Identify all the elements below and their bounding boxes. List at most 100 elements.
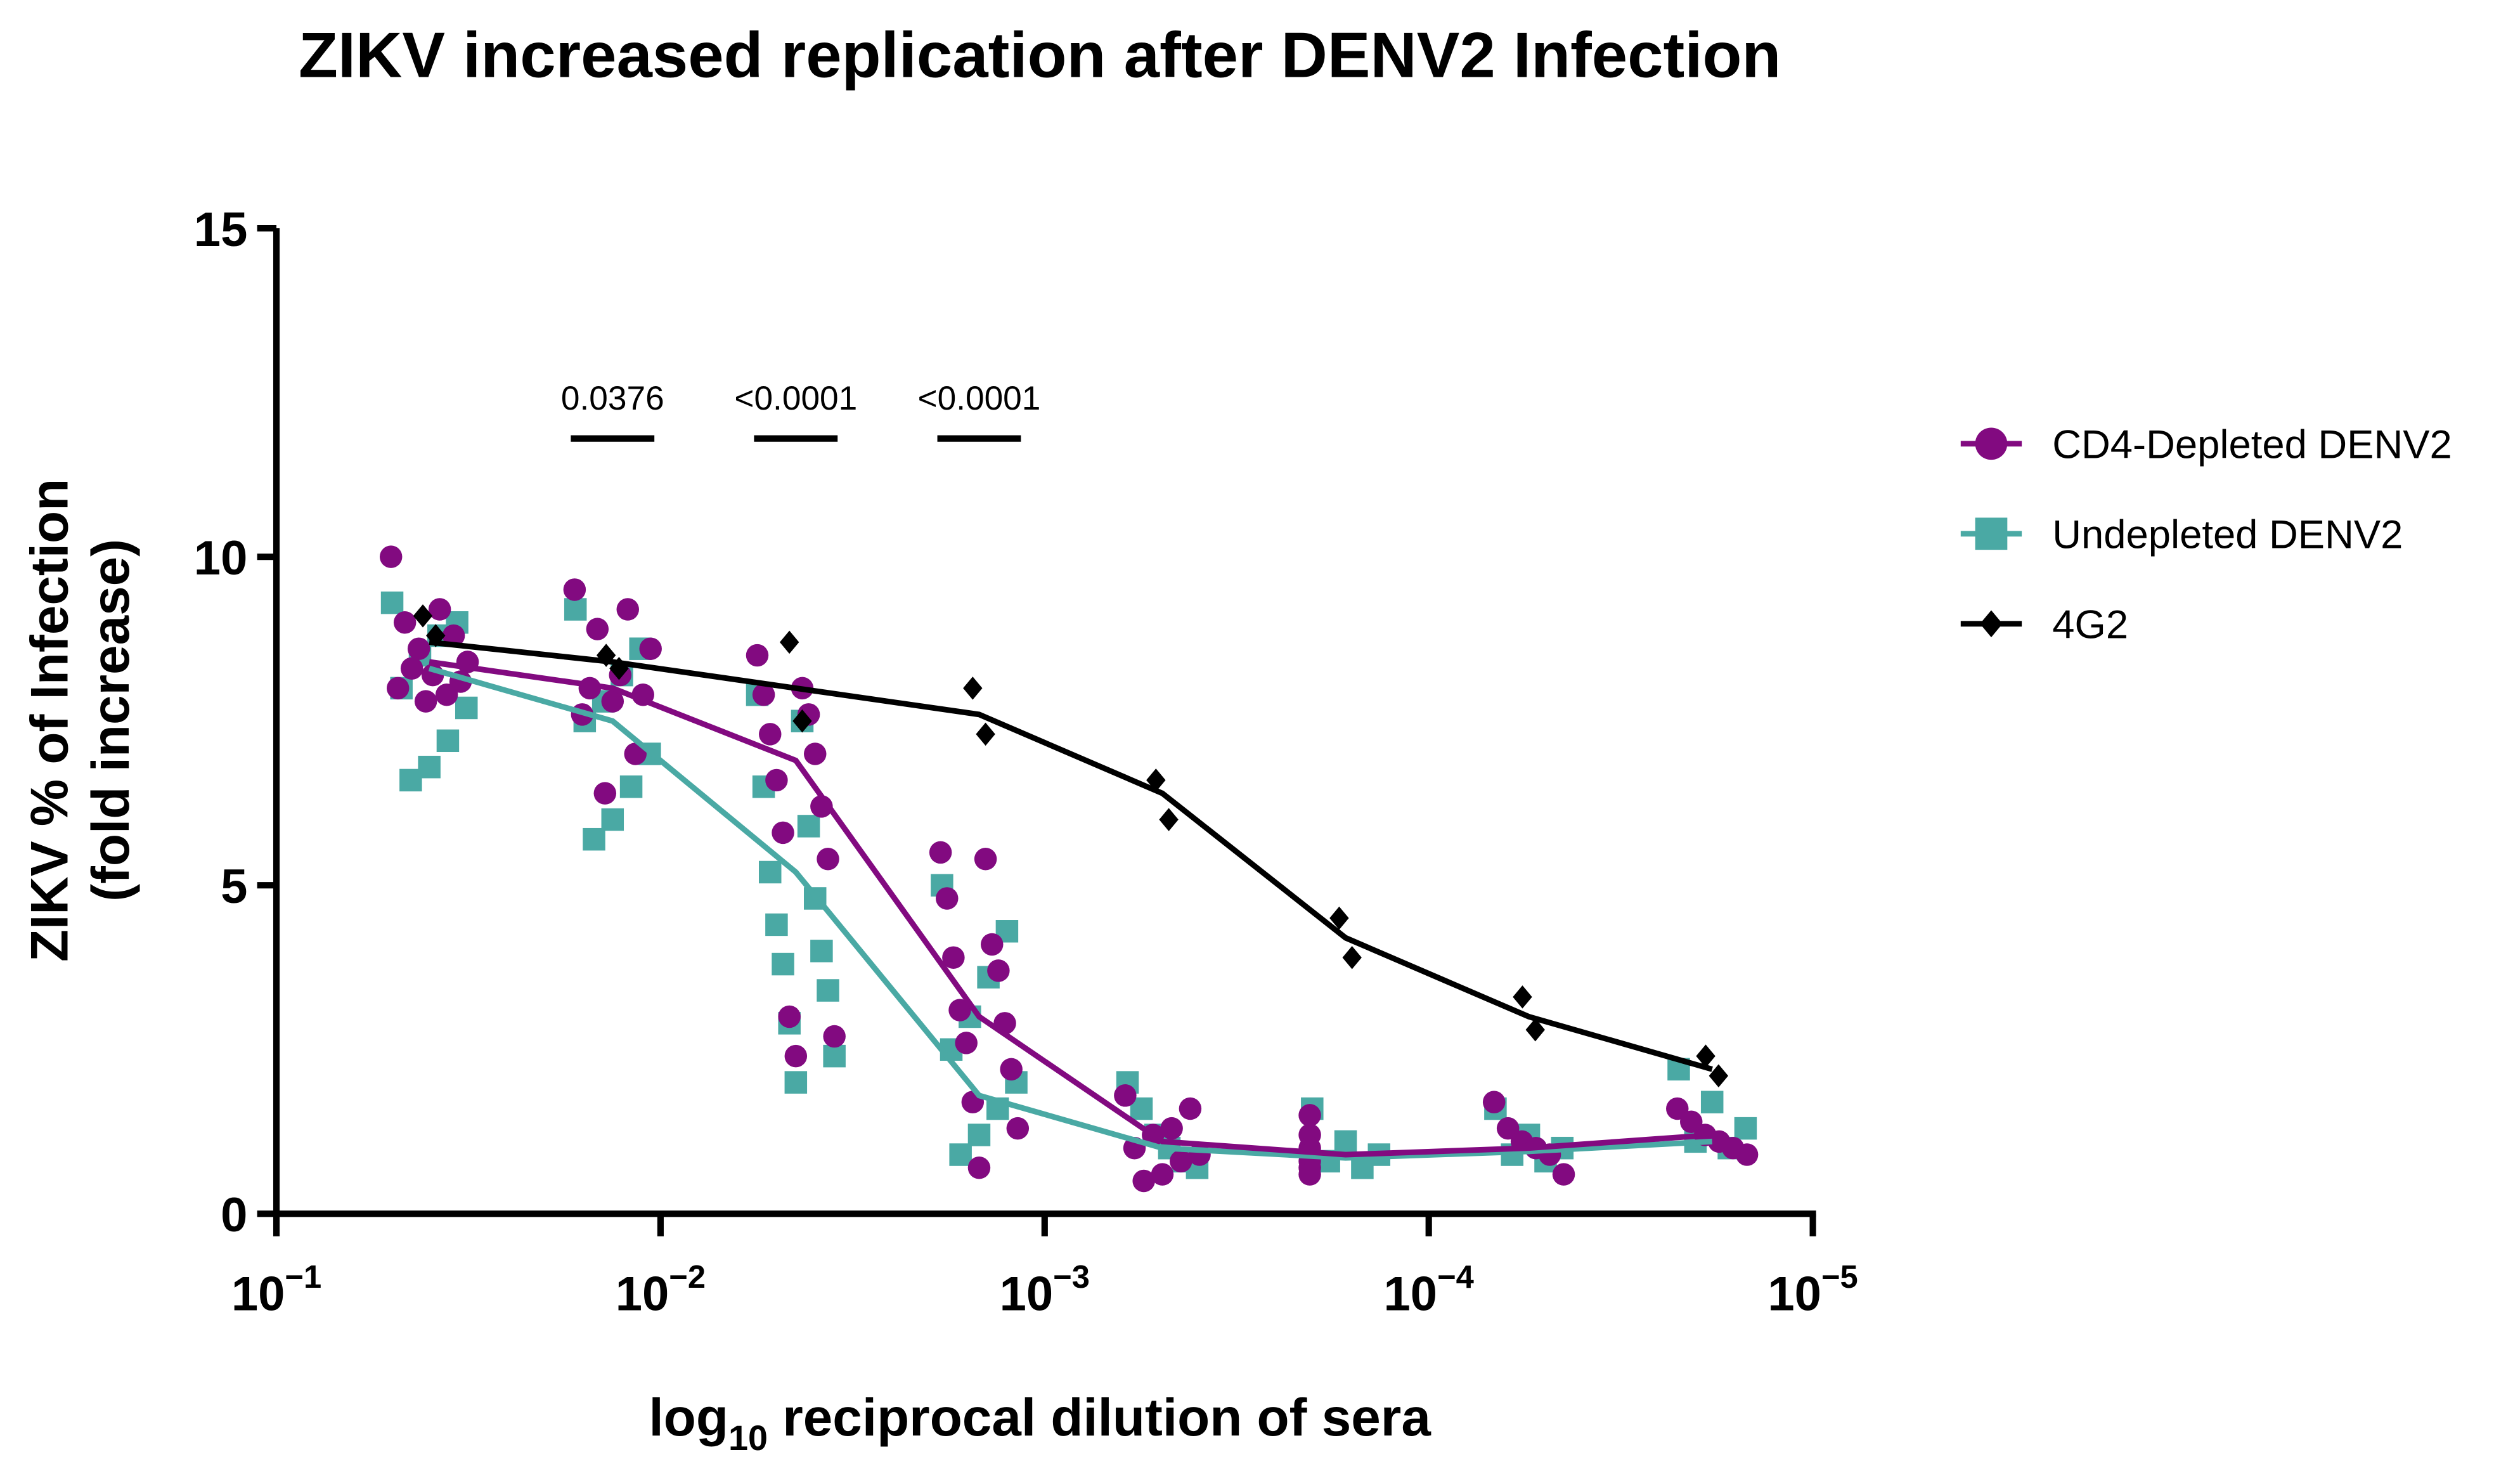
data-point xyxy=(1151,1163,1174,1186)
data-point xyxy=(974,848,997,871)
data-point xyxy=(624,742,647,765)
mean-line xyxy=(429,639,1713,1072)
data-point xyxy=(784,1044,808,1068)
data-point xyxy=(1006,1117,1030,1140)
data-point xyxy=(1709,1064,1729,1087)
data-point xyxy=(436,729,460,753)
data-point xyxy=(379,545,403,568)
data-point xyxy=(639,637,662,660)
data-point xyxy=(616,598,639,621)
data-point xyxy=(1734,1117,1757,1140)
mean-line xyxy=(428,666,1712,1161)
x-tick-exponent: −2 xyxy=(669,1259,706,1295)
data-point xyxy=(1735,1143,1759,1166)
data-point xyxy=(948,999,971,1021)
data-point xyxy=(619,775,643,798)
x-tick-exponent: −3 xyxy=(1053,1259,1090,1295)
data-point xyxy=(1170,1150,1192,1173)
data-point xyxy=(407,637,430,660)
data-point xyxy=(593,782,617,805)
data-point xyxy=(586,618,609,640)
data-point xyxy=(413,604,433,628)
data-point xyxy=(980,933,1004,956)
y-tick-label: 10 xyxy=(194,531,248,585)
data-point xyxy=(784,1071,808,1094)
data-point xyxy=(1342,945,1362,969)
x-axis-label-sub: 10 xyxy=(728,1418,768,1458)
data-point xyxy=(564,598,587,621)
data-point xyxy=(817,848,839,871)
x-tick-label: 10−3 xyxy=(1000,1259,1090,1321)
data-point xyxy=(386,677,410,700)
data-point xyxy=(1700,1091,1724,1113)
data-point xyxy=(1179,1097,1202,1120)
data-point xyxy=(428,598,451,621)
data-point xyxy=(976,722,995,746)
data-point xyxy=(400,657,423,680)
data-point xyxy=(1329,906,1349,930)
data-point xyxy=(399,768,422,792)
data-point xyxy=(967,1157,991,1179)
data-point xyxy=(759,723,782,746)
x-tick-label: 10−5 xyxy=(1767,1259,1858,1321)
legend-marker xyxy=(1975,427,2008,460)
chart-title: ZIKV increased replication after DENV2 I… xyxy=(299,20,1781,91)
data-point xyxy=(772,821,794,845)
legend-label: CD4-Depleted DENV2 xyxy=(2052,423,2452,467)
data-point xyxy=(1159,808,1179,831)
data-point xyxy=(414,690,437,713)
x-tick-exponent: −4 xyxy=(1437,1259,1474,1295)
x-axis-label-part: log xyxy=(649,1387,728,1447)
data-point xyxy=(1513,985,1532,1009)
y-tick-label: 5 xyxy=(221,860,247,914)
y-tick-label: 0 xyxy=(221,1188,247,1242)
data-point xyxy=(765,913,788,936)
x-tick-exponent: −1 xyxy=(285,1259,321,1295)
p-value: <0.0001 xyxy=(734,380,857,417)
data-point xyxy=(759,860,782,884)
data-point xyxy=(772,952,794,976)
data-point xyxy=(1298,1163,1321,1186)
x-tick-base: 10 xyxy=(231,1267,285,1321)
data-point xyxy=(778,1005,801,1028)
mean-line xyxy=(429,659,1713,1158)
data-point xyxy=(1160,1117,1183,1140)
x-tick-exponent: −5 xyxy=(1821,1259,1858,1295)
data-point xyxy=(803,742,827,765)
data-point xyxy=(810,940,833,962)
legend-marker xyxy=(1980,610,2003,638)
y-axis-label: (fold increase) xyxy=(81,539,140,902)
x-tick-label: 10−4 xyxy=(1383,1259,1473,1321)
data-point xyxy=(823,1025,846,1048)
x-tick-label: 10−1 xyxy=(231,1259,321,1321)
data-point xyxy=(1482,1091,1506,1113)
legend-marker xyxy=(1975,517,2008,550)
data-point xyxy=(393,611,417,634)
data-point xyxy=(942,946,965,969)
x-tick-base: 10 xyxy=(1767,1267,1821,1321)
data-point xyxy=(583,827,605,851)
data-point xyxy=(752,683,775,706)
y-tick-label: 15 xyxy=(194,203,248,257)
data-point xyxy=(601,690,624,713)
data-point xyxy=(817,979,839,1002)
data-point xyxy=(823,1044,846,1068)
data-point xyxy=(949,1143,972,1166)
y-axis-label: ZIKV % of Infection xyxy=(19,479,79,962)
data-point xyxy=(797,815,820,838)
data-point xyxy=(765,768,788,792)
x-axis-label-part: reciprocal dilution of sera xyxy=(768,1387,1431,1447)
data-point xyxy=(1525,1018,1545,1042)
x-tick-label: 10−2 xyxy=(616,1259,706,1321)
data-point xyxy=(442,624,465,647)
data-point xyxy=(1132,1169,1155,1193)
data-point xyxy=(967,1124,991,1146)
data-point xyxy=(1334,1130,1357,1153)
legend-label: Undepleted DENV2 xyxy=(2052,513,2403,557)
x-tick-base: 10 xyxy=(616,1267,669,1321)
data-point xyxy=(455,696,478,720)
data-point xyxy=(955,1032,978,1054)
data-point xyxy=(380,591,404,614)
